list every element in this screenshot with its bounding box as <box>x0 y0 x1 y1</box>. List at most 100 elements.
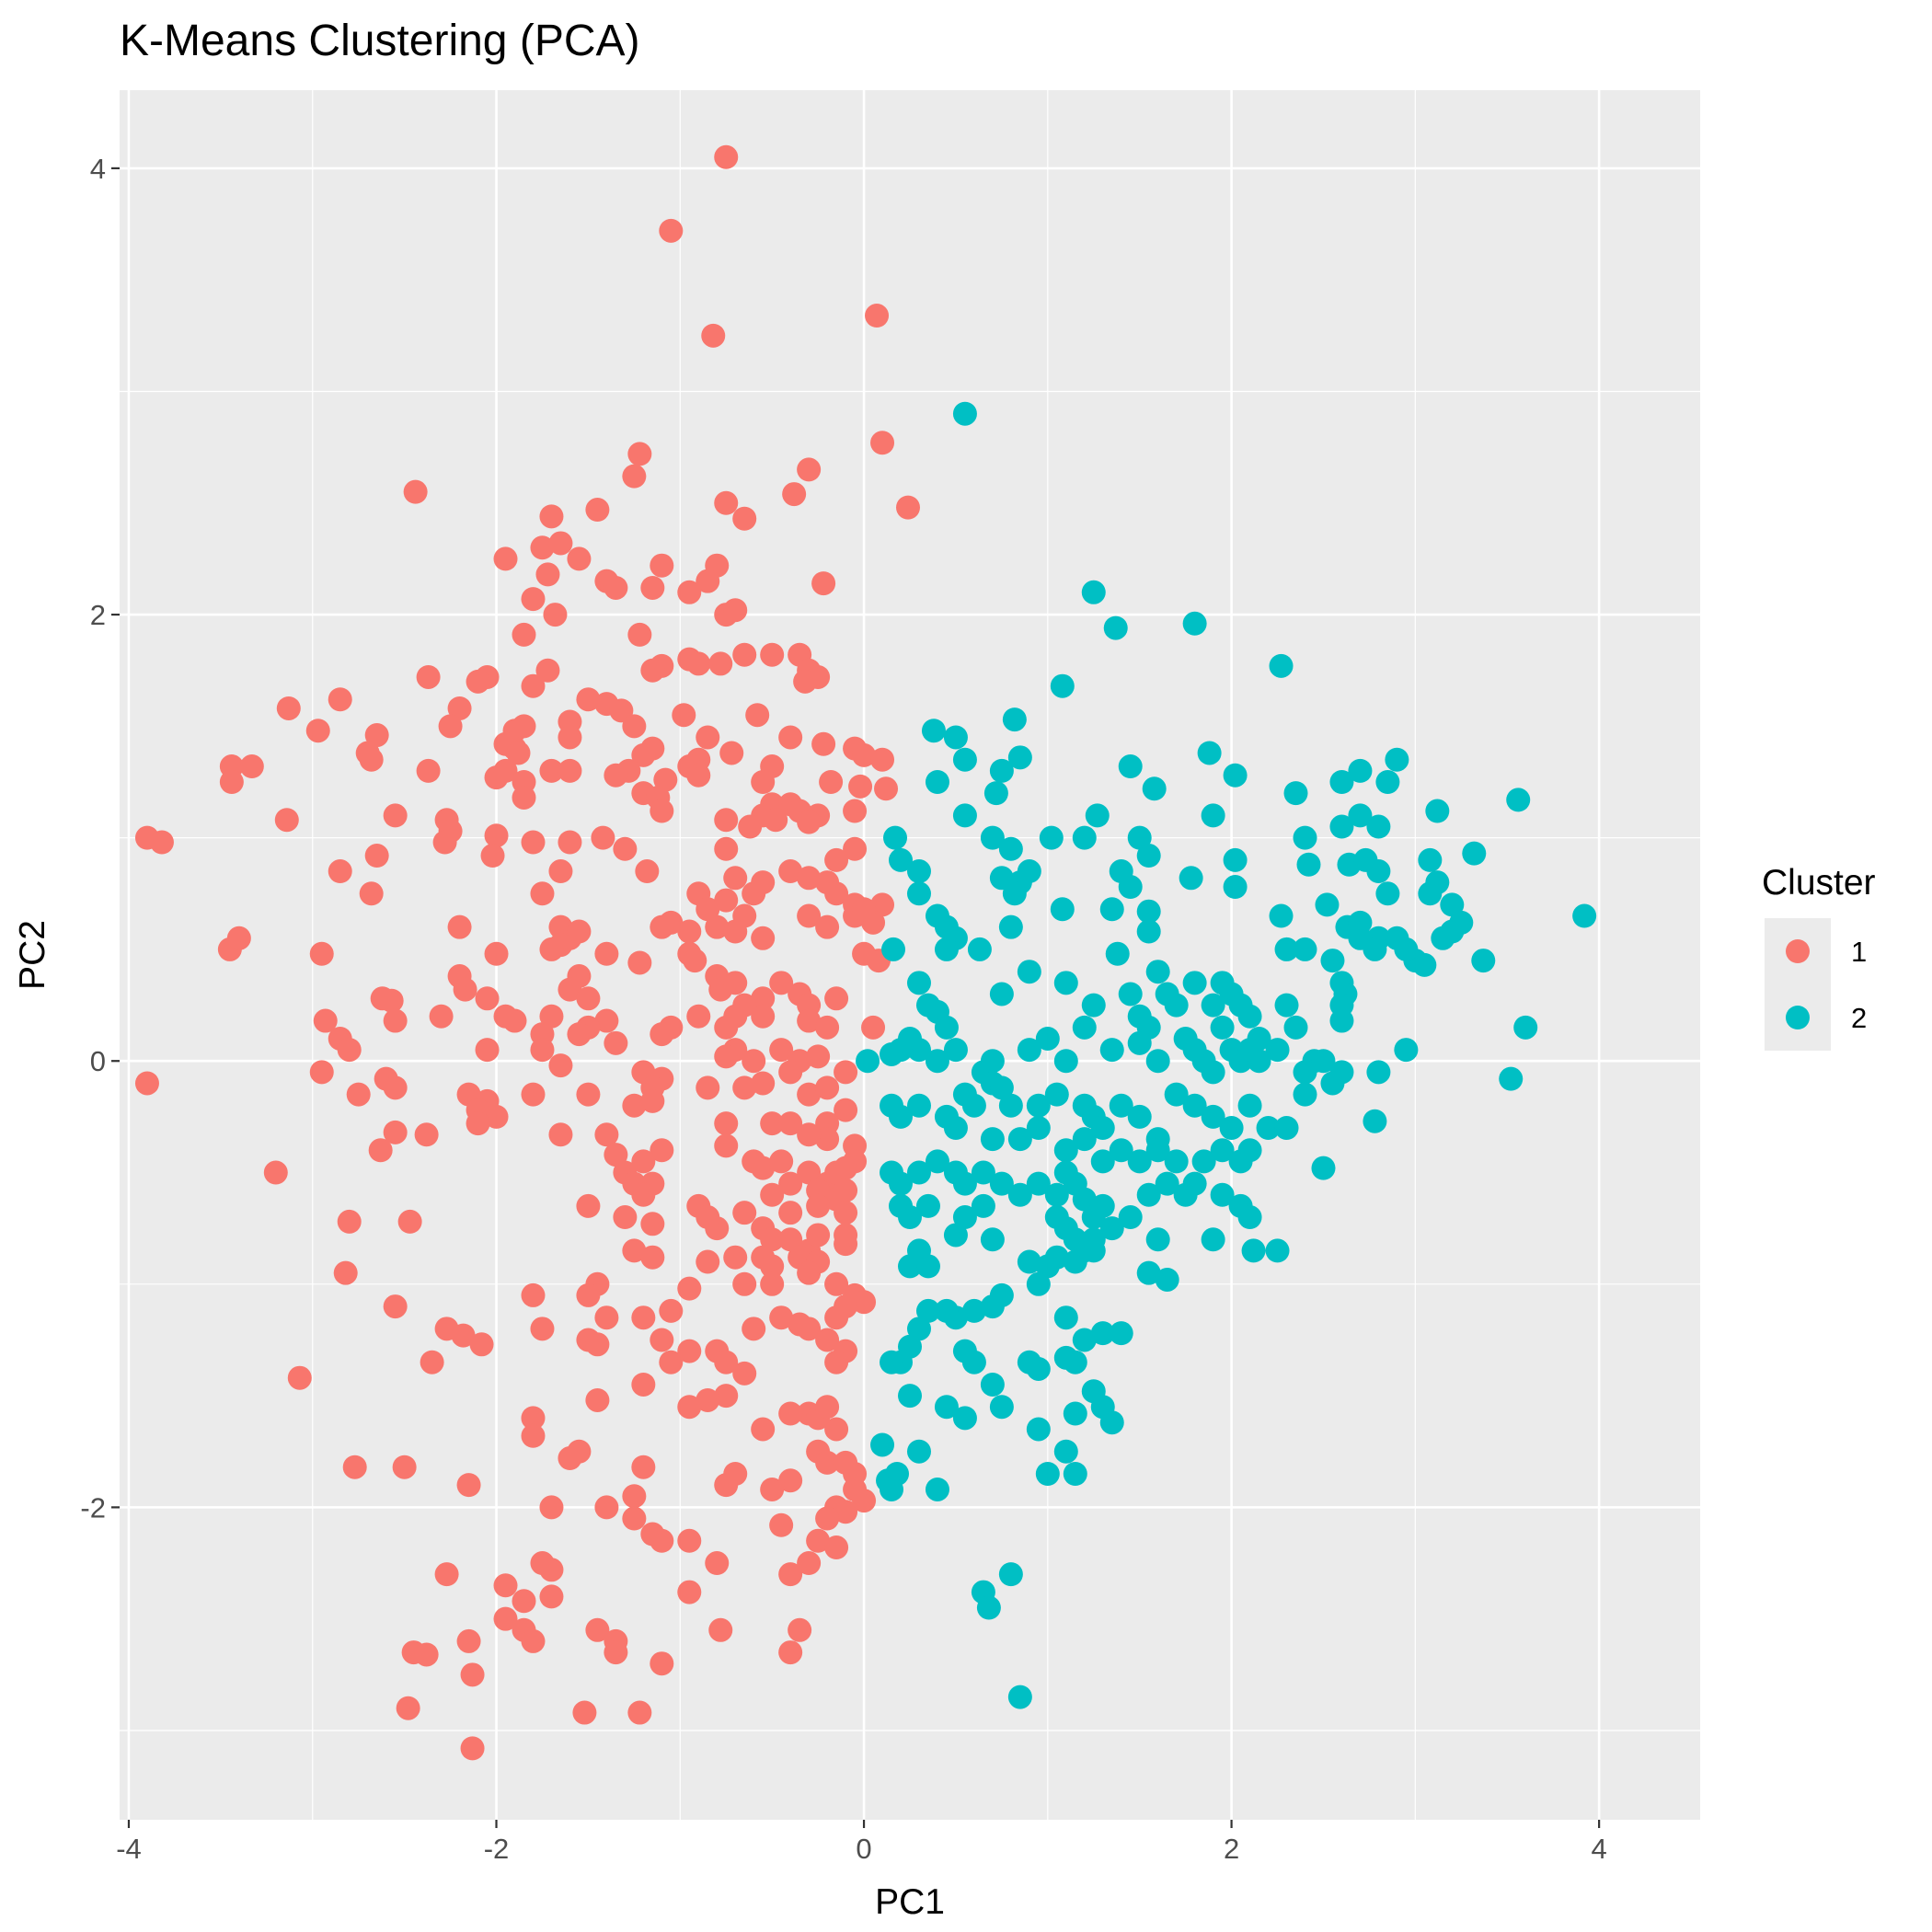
plot-panel <box>120 90 1700 1820</box>
data-point-cluster-2 <box>880 1041 904 1066</box>
data-point-cluster-1 <box>239 754 264 779</box>
data-point-cluster-1 <box>708 651 733 676</box>
data-point-cluster-1 <box>760 1182 785 1207</box>
data-point-cluster-1 <box>677 1528 702 1553</box>
data-point-cluster-2 <box>1118 754 1143 779</box>
data-point-cluster-1 <box>640 1245 665 1270</box>
data-point-cluster-1 <box>585 498 610 523</box>
data-point-cluster-1 <box>475 1038 500 1063</box>
data-point-cluster-1 <box>521 587 546 612</box>
data-point-cluster-2 <box>1026 1093 1051 1118</box>
data-point-cluster-2 <box>952 803 977 828</box>
data-point-cluster-2 <box>889 847 914 872</box>
legend-key-1 <box>1786 939 1810 963</box>
data-point-cluster-1 <box>521 673 546 698</box>
data-point-cluster-2 <box>1265 1038 1290 1063</box>
data-point-cluster-1 <box>640 575 665 600</box>
data-point-cluster-1 <box>438 714 463 739</box>
data-point-cluster-1 <box>659 1350 684 1374</box>
data-point-cluster-2 <box>1210 1182 1235 1207</box>
data-point-cluster-2 <box>1182 611 1207 636</box>
data-point-cluster-2 <box>1053 971 1078 995</box>
data-point-cluster-2 <box>1256 1116 1281 1140</box>
data-point-cluster-1 <box>745 703 770 728</box>
data-point-cluster-1 <box>742 881 766 906</box>
data-point-cluster-2 <box>1044 1245 1069 1270</box>
data-point-cluster-1 <box>677 1339 702 1363</box>
data-point-cluster-2 <box>1182 1171 1207 1196</box>
data-point-cluster-2 <box>1136 844 1161 868</box>
data-point-cluster-1 <box>594 941 619 966</box>
data-point-cluster-2 <box>1201 803 1225 828</box>
data-point-cluster-1 <box>309 1060 334 1085</box>
data-point-cluster-1 <box>751 926 776 950</box>
data-point-cluster-2 <box>1418 847 1443 872</box>
data-point-cluster-2 <box>1026 1171 1051 1196</box>
data-point-cluster-2 <box>880 1350 904 1374</box>
data-point-cluster-2 <box>1201 1060 1225 1085</box>
data-point-cluster-1 <box>696 725 720 750</box>
data-point-cluster-2 <box>906 1093 931 1118</box>
data-point-cluster-1 <box>778 1227 803 1252</box>
data-point-cluster-1 <box>627 1700 652 1725</box>
data-point-cluster-1 <box>539 1558 564 1582</box>
data-point-cluster-1 <box>797 1260 822 1285</box>
data-point-cluster-1 <box>870 431 895 455</box>
data-point-cluster-1 <box>650 914 674 939</box>
data-point-cluster-1 <box>852 742 877 767</box>
data-point-cluster-1 <box>834 1060 858 1085</box>
data-point-cluster-2 <box>1348 758 1373 783</box>
data-point-cluster-1 <box>769 971 794 995</box>
data-point-cluster-1 <box>677 580 702 604</box>
data-point-cluster-1 <box>383 1008 408 1033</box>
data-point-cluster-1 <box>429 1004 454 1029</box>
data-point-cluster-2 <box>889 1171 914 1196</box>
data-point-cluster-1 <box>451 1323 476 1348</box>
data-point-cluster-2 <box>943 1223 968 1248</box>
data-point-cluster-2 <box>1072 1015 1097 1040</box>
data-point-cluster-2 <box>1063 1350 1087 1374</box>
data-point-cluster-2 <box>1394 937 1419 961</box>
data-point-cluster-2 <box>1118 1205 1143 1230</box>
data-point-cluster-1 <box>769 1038 794 1063</box>
data-point-cluster-2 <box>925 1149 949 1174</box>
data-point-cluster-2 <box>952 747 977 772</box>
data-point-cluster-1 <box>453 977 477 1002</box>
data-point-cluster-1 <box>539 937 564 961</box>
data-point-cluster-2 <box>1053 1138 1078 1163</box>
data-point-cluster-1 <box>764 808 788 833</box>
data-point-cluster-1 <box>134 1071 159 1096</box>
data-point-cluster-2 <box>998 914 1023 939</box>
data-point-cluster-2 <box>1375 770 1400 794</box>
data-point-cluster-1 <box>460 1662 485 1687</box>
data-point-cluster-1 <box>594 1495 619 1520</box>
data-point-cluster-2 <box>934 937 959 961</box>
data-point-cluster-1 <box>760 1227 785 1252</box>
data-point-cluster-1 <box>751 1156 776 1180</box>
data-point-cluster-1 <box>591 825 615 850</box>
legend-key-2 <box>1786 1006 1810 1029</box>
data-point-cluster-1 <box>379 988 404 1013</box>
data-point-cluster-2 <box>1155 1267 1179 1292</box>
data-point-cluster-1 <box>797 1082 822 1107</box>
data-point-cluster-1 <box>585 1617 610 1642</box>
data-point-cluster-1 <box>346 1082 371 1107</box>
data-point-cluster-1 <box>843 836 868 861</box>
data-point-cluster-1 <box>480 844 505 868</box>
data-point-cluster-1 <box>512 1589 536 1614</box>
data-point-cluster-2 <box>1090 1149 1115 1174</box>
data-point-cluster-2 <box>1136 1260 1161 1285</box>
data-point-cluster-2 <box>1237 1004 1262 1029</box>
data-point-cluster-2 <box>1136 1182 1161 1207</box>
data-point-cluster-1 <box>683 949 707 973</box>
data-point-cluster-1 <box>834 1294 858 1319</box>
data-point-cluster-1 <box>732 1271 757 1296</box>
data-point-cluster-1 <box>714 144 739 169</box>
data-point-cluster-1 <box>434 1562 459 1587</box>
data-point-cluster-1 <box>383 1120 408 1144</box>
data-point-cluster-2 <box>1269 653 1294 678</box>
data-point-cluster-2 <box>1142 776 1167 801</box>
legend-label-2: 2 <box>1851 1002 1867 1034</box>
data-point-cluster-1 <box>732 1075 757 1100</box>
data-point-cluster-1 <box>778 1468 803 1493</box>
